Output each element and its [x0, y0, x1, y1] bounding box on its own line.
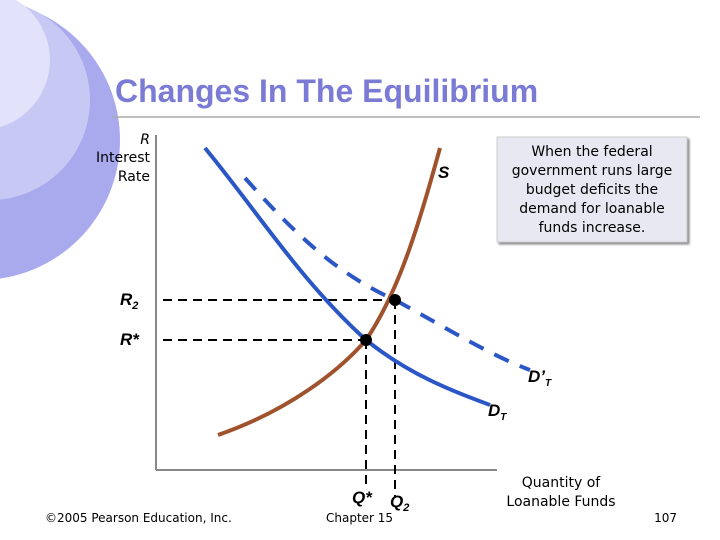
supply-curve — [217, 147, 442, 437]
demand-curve — [203, 146, 491, 407]
callout-text: government runs large — [512, 163, 673, 179]
r2-label: R2 — [120, 290, 138, 312]
label-sub: T — [500, 412, 507, 423]
y-axis-label: Rate — [118, 169, 150, 185]
callout-box — [496, 136, 688, 243]
rstar-label: R* — [120, 330, 140, 349]
equilibrium-point — [360, 334, 372, 346]
qstar-label: Q* — [352, 488, 373, 507]
supply-label: S — [438, 163, 450, 182]
label-text: D — [488, 401, 500, 420]
label-sub: 2 — [402, 502, 409, 514]
label-sub: T — [545, 378, 552, 389]
y-axis-label: R — [140, 132, 150, 148]
footer-chapter: Chapter 15 — [326, 511, 393, 525]
new-demand-label: D’T — [528, 367, 552, 389]
y-axis-label: Interest — [96, 150, 150, 166]
callout-text: When the federal — [531, 144, 652, 160]
x-axis-label: Quantity of — [522, 475, 602, 491]
callout-text: funds increase. — [539, 220, 646, 236]
label-sub: 2 — [131, 300, 138, 312]
title: Changes In The Equilibrium — [115, 73, 538, 109]
q2-label: Q2 — [390, 492, 409, 514]
new-demand-curve — [243, 176, 531, 372]
callout-text: budget deficits the — [526, 182, 658, 198]
footer-page: 107 — [654, 511, 677, 525]
label-text: R — [120, 290, 133, 309]
decor-circle — [0, 0, 50, 128]
label-text: Q — [390, 492, 403, 511]
x-axis-label: Loanable Funds — [506, 494, 615, 510]
label-text: D’ — [528, 367, 545, 386]
footer-copyright: ©2005 Pearson Education, Inc. — [45, 511, 232, 525]
callout-text: demand for loanable — [519, 201, 665, 217]
demand-label: DT — [488, 401, 507, 423]
equilibrium-point — [389, 294, 401, 306]
